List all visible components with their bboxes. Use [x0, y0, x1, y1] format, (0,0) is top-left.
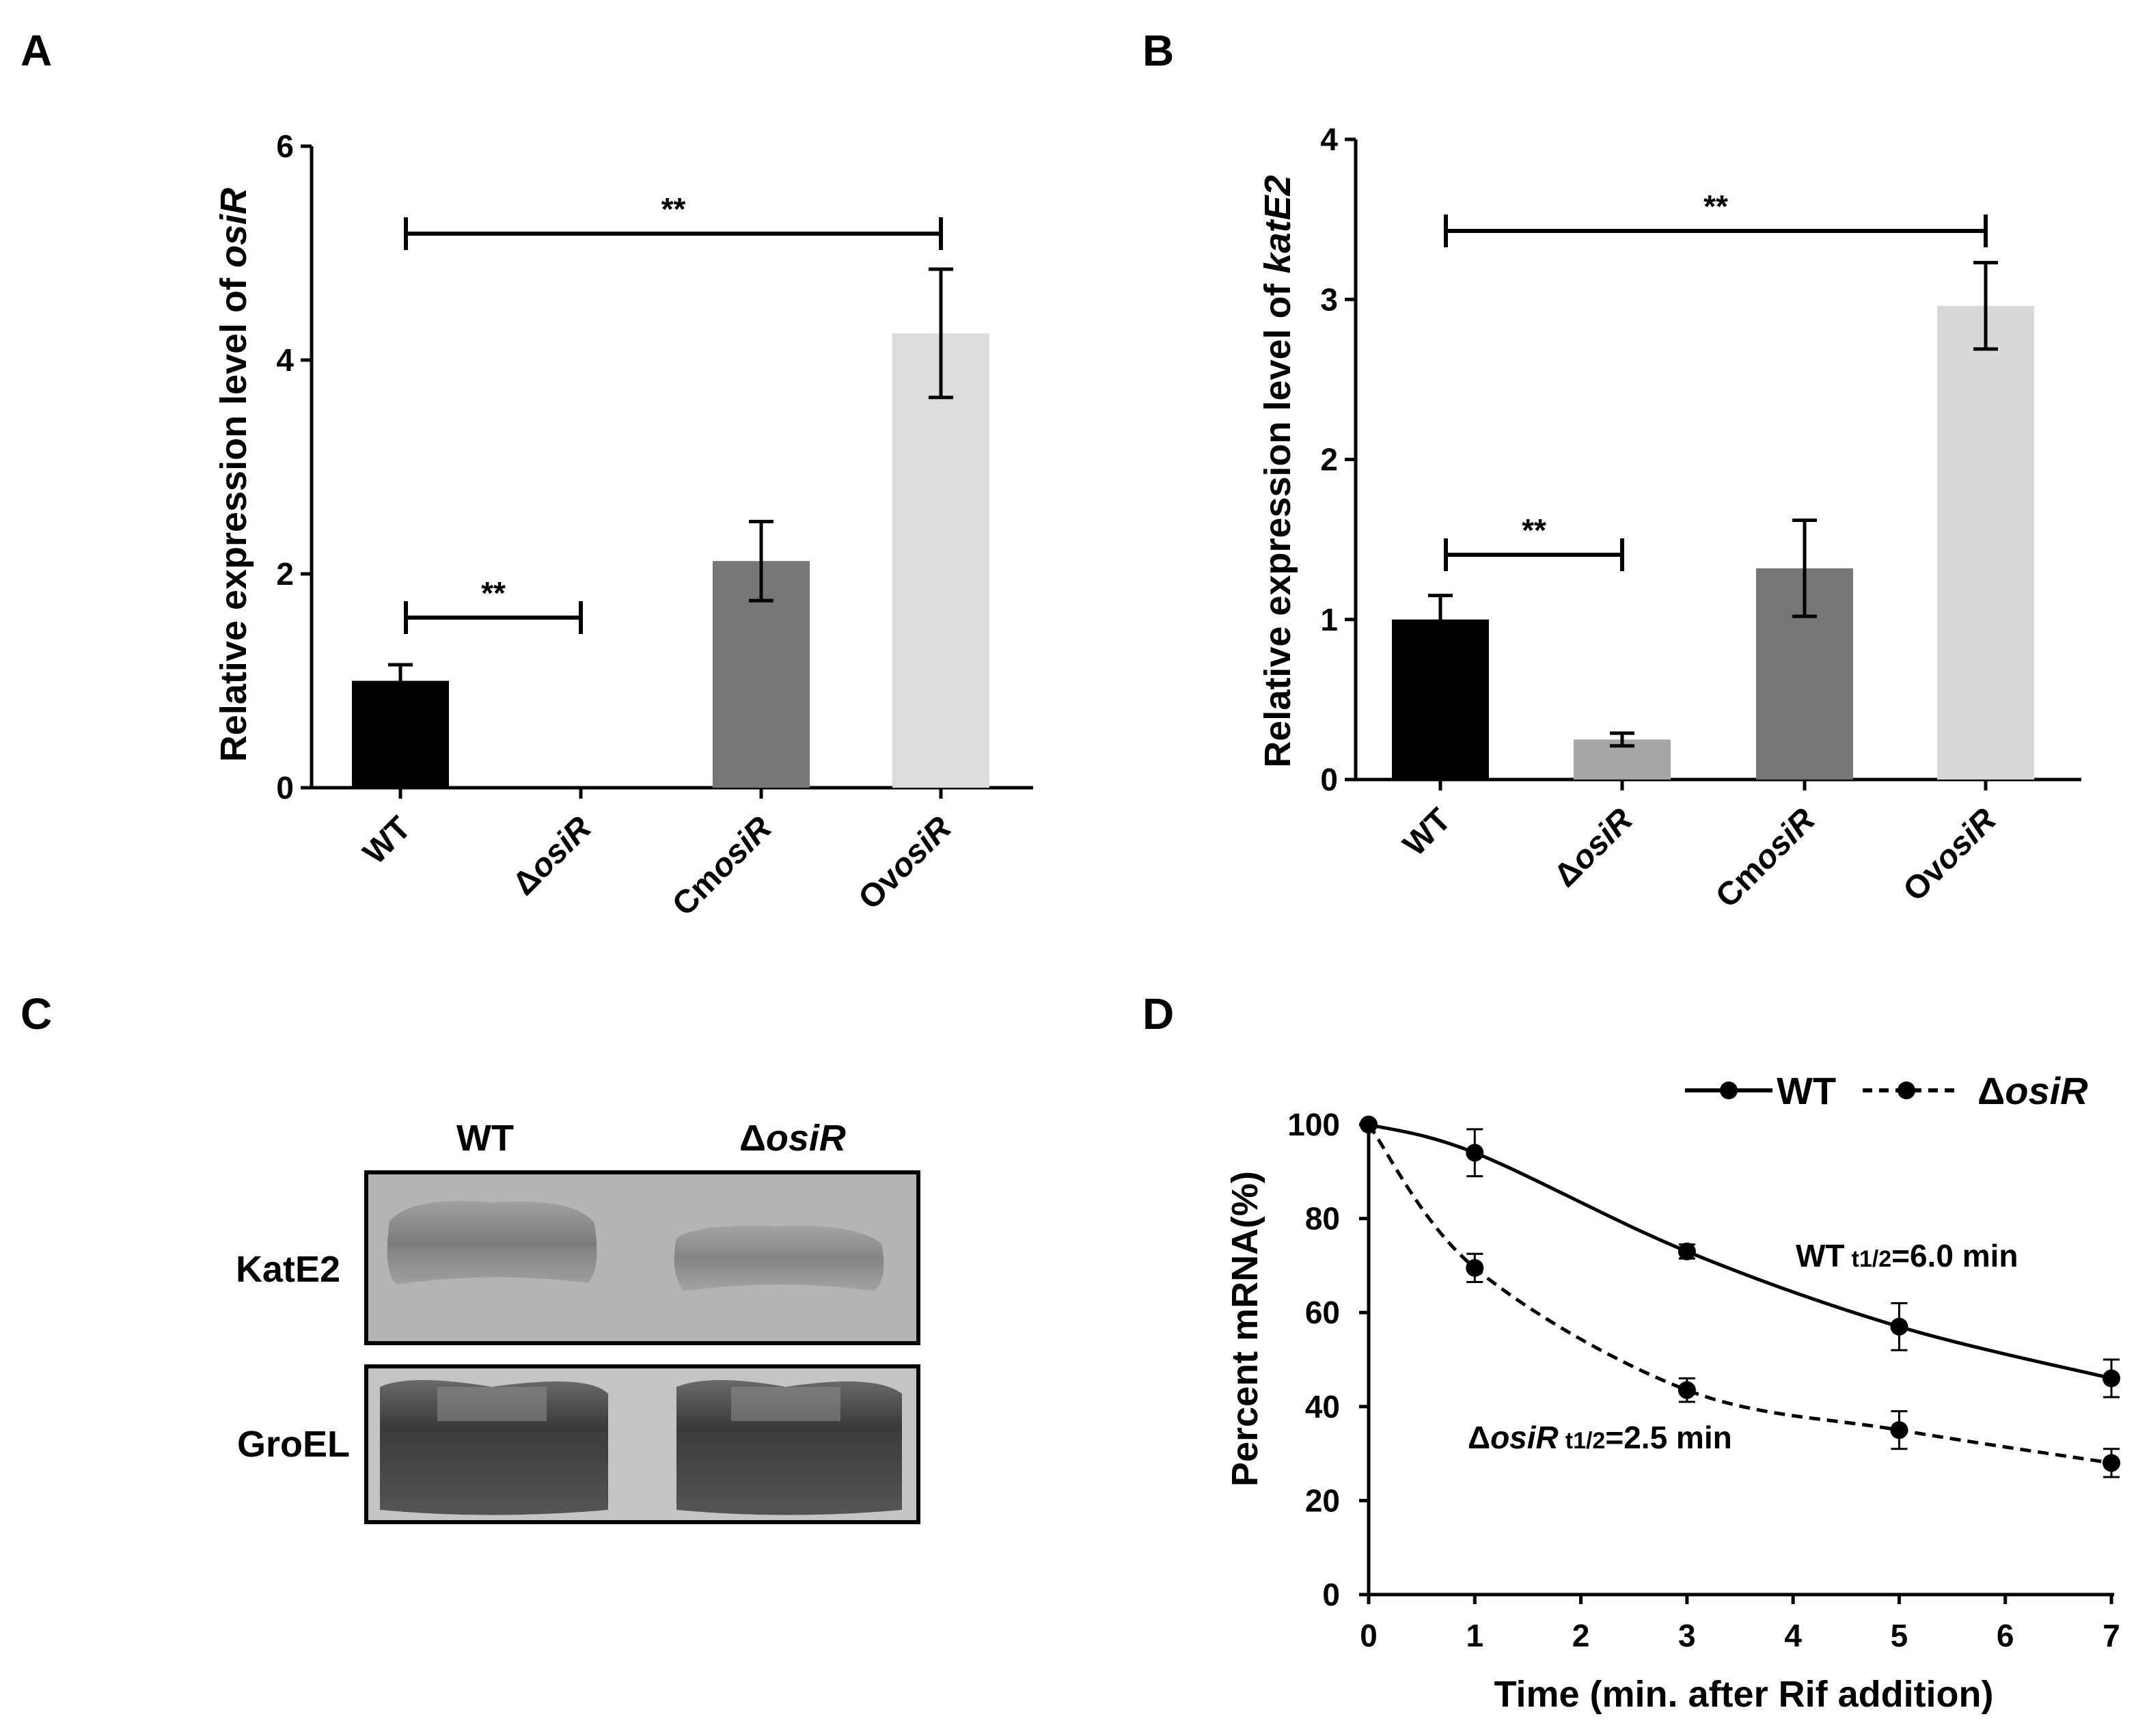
y-tick-label: 0: [276, 770, 294, 805]
y-tick-label: 1: [1320, 602, 1338, 637]
blot-row-kate2: KatE2: [236, 1249, 340, 1290]
data-point-wt: [2103, 1369, 2120, 1388]
significance-label: **: [1703, 189, 1728, 224]
y-axis-label-a: Relative expression level of osiR: [213, 188, 254, 762]
y-tick-label: 0: [1320, 762, 1338, 797]
panel-label-a: A: [20, 26, 52, 75]
data-point-mutant: [2103, 1454, 2120, 1472]
x-tick-label: 6: [1997, 1618, 2014, 1653]
bar: [352, 680, 449, 788]
significance-label: **: [481, 575, 506, 611]
data-point-wt: [1466, 1144, 1484, 1162]
category-label: WT: [1397, 801, 1458, 863]
category-label: OvosiR: [1896, 801, 2003, 909]
band-kate2-wt: [387, 1200, 597, 1284]
y-tick-label: 20: [1305, 1483, 1340, 1518]
y-tick-label: 80: [1305, 1201, 1340, 1237]
y-tick-label: 100: [1287, 1107, 1340, 1142]
blot-column-mutant: ΔosiR: [739, 1118, 846, 1159]
y-tick-label: 3: [1320, 281, 1338, 317]
category-label: CmosiR: [1709, 801, 1822, 915]
category-label: CmosiR: [666, 810, 779, 923]
data-point-mutant: [1466, 1258, 1484, 1277]
data-point-mutant: [1678, 1381, 1696, 1399]
y-tick-label: 2: [1320, 442, 1338, 478]
data-point-wt: [1678, 1242, 1696, 1260]
legend-marker-mutant: [1898, 1081, 1915, 1099]
category-label: ΔosiR: [1547, 801, 1640, 894]
band-groel-mutant-highlight: [731, 1387, 840, 1421]
half-life-annotation-mutant: ΔosiR t1/2=2.5 min: [1468, 1420, 1732, 1455]
data-point-wt: [1890, 1317, 1908, 1336]
legend-label-wt: WT: [1777, 1069, 1836, 1112]
x-tick-label: 3: [1678, 1618, 1696, 1653]
chart-d: Percent mRNA(%) Time (min. after Rif add…: [1224, 1069, 2120, 1715]
y-axis-label-d: Percent mRNA(%): [1224, 1171, 1265, 1487]
y-axis-label-b: Relative expression level of katE2: [1257, 175, 1298, 767]
x-tick-label: 0: [1360, 1618, 1378, 1653]
band-kate2-mutant: [674, 1226, 884, 1291]
series-line-wt: [1368, 1122, 2112, 1380]
bar: [1392, 619, 1489, 780]
blot-row-groel: GroEL: [237, 1424, 350, 1465]
panel-label-c: C: [20, 989, 52, 1038]
significance-label: **: [1522, 512, 1546, 548]
x-tick-label: 2: [1572, 1618, 1590, 1653]
data-point-mutant: [1360, 1116, 1378, 1133]
y-tick-label: 4: [1320, 122, 1338, 157]
legend-label-mutant: ΔosiR: [1977, 1069, 2088, 1112]
x-tick-label: 1: [1466, 1618, 1483, 1653]
y-tick-label: 4: [276, 342, 294, 378]
x-axis-label-d: Time (min. after Rif addition): [1494, 1674, 1993, 1715]
blot-column-wt: WT: [456, 1118, 514, 1159]
chart-b: Relative expression level of katE2 0 1 2 3 4…: [1257, 122, 2081, 915]
y-tick-label: 6: [276, 128, 294, 164]
y-tick-label: 40: [1305, 1389, 1340, 1424]
series-line-mutant: [1367, 1123, 2112, 1465]
data-point-mutant: [1890, 1421, 1908, 1439]
x-tick-label: 5: [1891, 1618, 1908, 1653]
y-tick-label: 2: [276, 556, 294, 592]
bar: [892, 333, 989, 788]
x-tick-label: 4: [1784, 1618, 1802, 1653]
panel-label-d: D: [1142, 989, 1174, 1038]
panel-label-b: B: [1142, 26, 1174, 75]
y-tick-label: 0: [1322, 1577, 1340, 1612]
legend-marker-wt: [1720, 1081, 1738, 1099]
band-groel-wt-highlight: [437, 1387, 547, 1421]
half-life-annotation-wt: WT t1/2=6.0 min: [1796, 1238, 2018, 1273]
western-blot: WT ΔosiR KatE2 GroEL: [236, 1118, 920, 1524]
category-label: WT: [357, 810, 418, 871]
significance-label: **: [661, 191, 686, 227]
chart-a: Relative expression level of osiR 0 2 4 6 WT…: [213, 128, 1033, 923]
x-tick-label: 7: [2103, 1618, 2120, 1653]
y-tick-label: 60: [1305, 1295, 1340, 1330]
bar: [1937, 305, 2034, 780]
band-groel-wt: [380, 1380, 608, 1515]
category-label: ΔosiR: [506, 810, 599, 903]
category-label: OvosiR: [851, 810, 959, 917]
